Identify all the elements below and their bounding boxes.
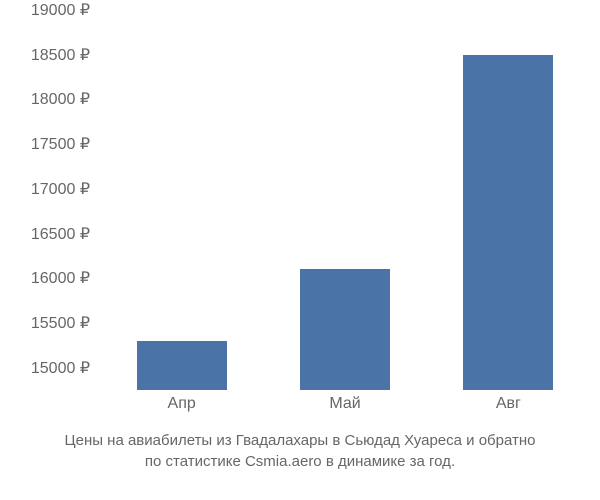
- bar: [137, 341, 227, 390]
- y-tick-label: 18000 ₽: [0, 89, 90, 109]
- y-tick-label: 19000 ₽: [0, 0, 90, 20]
- y-tick-label: 16500 ₽: [0, 224, 90, 244]
- x-tick-label: Апр: [168, 395, 196, 413]
- y-tick-label: 15000 ₽: [0, 358, 90, 378]
- y-axis: 15000 ₽ 15500 ₽ 16000 ₽ 16500 ₽ 17000 ₽ 17500…: [0, 10, 95, 390]
- x-axis: Апр Май Авг: [100, 395, 590, 425]
- price-chart: 15000 ₽ 15500 ₽ 16000 ₽ 16500 ₽ 17000 ₽ 17500…: [0, 0, 600, 500]
- y-tick-label: 15500 ₽: [0, 313, 90, 333]
- caption-line-2: по статистике Csmia.aero в динамике за г…: [0, 451, 600, 472]
- y-tick-label: 17000 ₽: [0, 179, 90, 199]
- x-tick-label: Авг: [496, 395, 521, 413]
- y-tick-label: 17500 ₽: [0, 134, 90, 154]
- bar: [300, 269, 390, 390]
- plot-area: [100, 10, 590, 390]
- y-tick-label: 16000 ₽: [0, 268, 90, 288]
- chart-caption: Цены на авиабилеты из Гвадалахары в Сьюд…: [0, 430, 600, 472]
- bar: [463, 55, 553, 390]
- caption-line-1: Цены на авиабилеты из Гвадалахары в Сьюд…: [0, 430, 600, 451]
- x-tick-label: Май: [329, 395, 360, 413]
- y-tick-label: 18500 ₽: [0, 45, 90, 65]
